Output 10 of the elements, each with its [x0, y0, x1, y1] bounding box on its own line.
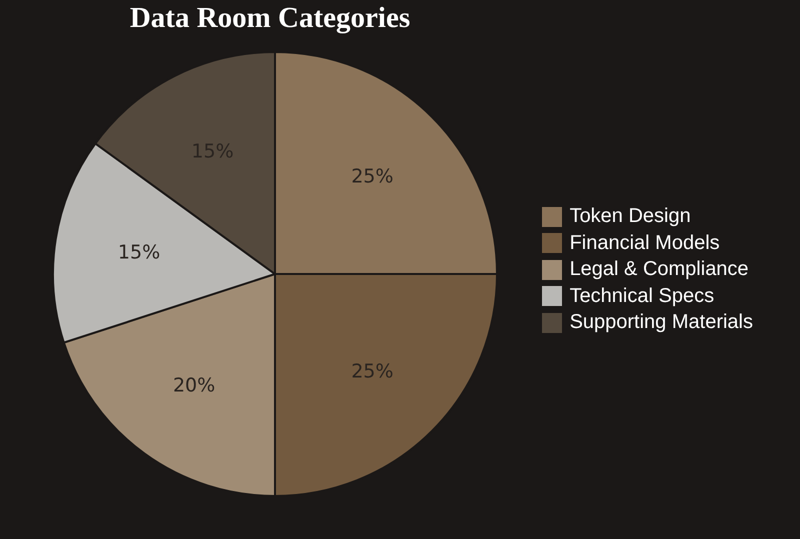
data-label: 25%	[351, 360, 394, 382]
legend-label: Token Design	[570, 205, 691, 228]
legend-label: Financial Models	[570, 232, 720, 254]
chart-title: Data Room Categories	[128, 2, 412, 35]
data-label: 15%	[118, 241, 160, 264]
data-label: 20%	[172, 374, 216, 396]
legend-label: Supporting Materials	[570, 311, 753, 334]
legend-label: Legal & Compliance	[570, 258, 749, 281]
data-label: 25%	[351, 166, 394, 188]
legend-label: Technical Specs	[570, 284, 714, 308]
